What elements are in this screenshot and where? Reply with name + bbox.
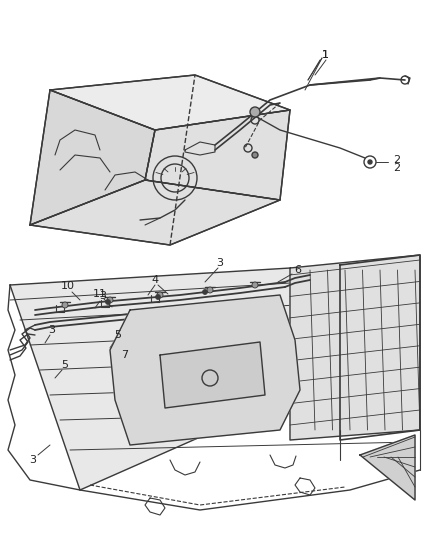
Text: 10: 10 bbox=[61, 281, 75, 291]
Circle shape bbox=[107, 297, 113, 303]
Circle shape bbox=[368, 160, 372, 164]
Polygon shape bbox=[10, 265, 420, 490]
Circle shape bbox=[252, 282, 258, 288]
Polygon shape bbox=[360, 435, 415, 500]
Text: 4: 4 bbox=[152, 275, 159, 285]
Text: 1: 1 bbox=[322, 50, 329, 60]
Circle shape bbox=[62, 302, 68, 308]
Circle shape bbox=[250, 107, 260, 117]
Polygon shape bbox=[145, 110, 290, 200]
Polygon shape bbox=[290, 255, 420, 440]
Text: 2: 2 bbox=[393, 163, 400, 173]
Text: 3: 3 bbox=[99, 291, 106, 301]
Text: 3: 3 bbox=[49, 325, 56, 335]
Circle shape bbox=[157, 292, 163, 298]
Text: 7: 7 bbox=[121, 350, 129, 360]
Circle shape bbox=[202, 289, 208, 295]
Circle shape bbox=[106, 300, 110, 304]
Circle shape bbox=[252, 152, 258, 158]
Polygon shape bbox=[160, 342, 265, 408]
Circle shape bbox=[207, 287, 213, 293]
Polygon shape bbox=[30, 180, 280, 245]
Text: 5: 5 bbox=[114, 330, 121, 340]
Polygon shape bbox=[110, 295, 300, 445]
Text: 3: 3 bbox=[216, 258, 223, 268]
Polygon shape bbox=[30, 90, 155, 225]
Polygon shape bbox=[50, 75, 290, 130]
Text: 6: 6 bbox=[294, 265, 301, 275]
Text: 5: 5 bbox=[61, 360, 68, 370]
Text: 11: 11 bbox=[93, 289, 107, 299]
Text: 1: 1 bbox=[322, 50, 329, 60]
Text: 2: 2 bbox=[393, 155, 400, 165]
Circle shape bbox=[155, 295, 160, 300]
Text: 3: 3 bbox=[29, 455, 36, 465]
